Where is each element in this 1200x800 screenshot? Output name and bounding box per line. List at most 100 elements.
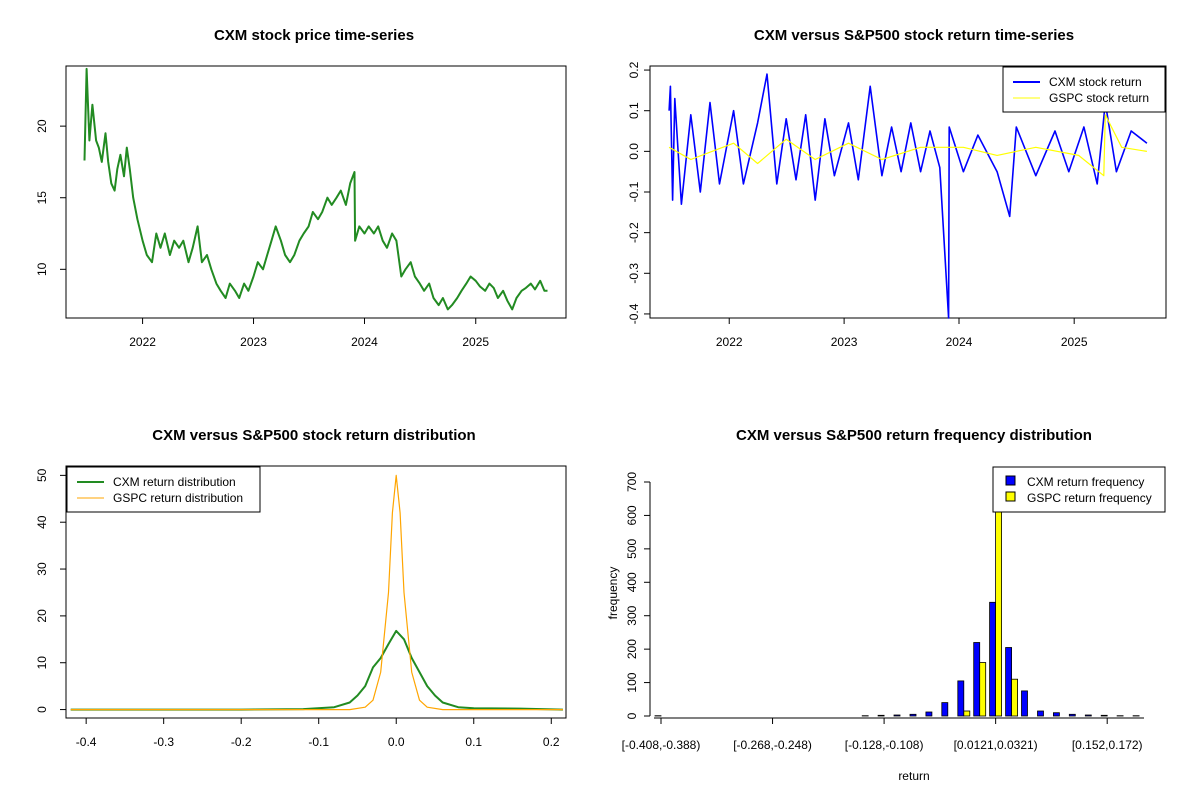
hist-y-axis: 0 100 200 300 400 500 600 700 [625, 472, 651, 719]
density-y-tick-label: 50 [35, 468, 49, 482]
legend-label-gspc-return: GSPC stock return [1049, 91, 1149, 105]
density-y-tick-label: 20 [35, 609, 49, 623]
returns-y-tick-label: -0.1 [627, 181, 641, 202]
hist-x-tick-label: [-0.268,-0.248) [733, 738, 812, 752]
density-x-tick-label: 0.0 [388, 735, 405, 749]
density-legend: CXM return distribution GSPC return dist… [66, 466, 261, 513]
gspc-density-line [70, 474, 563, 711]
density-x-tick-label: 0.2 [543, 735, 560, 749]
cxm-frequency-bar [941, 702, 949, 717]
price-x-tick-label: 2023 [240, 335, 267, 349]
density-plot-frame [65, 465, 567, 719]
hist-x-tick-label: [0.152,0.172) [1072, 738, 1143, 752]
density-chart-title: CXM versus S&P500 stock return distribut… [152, 427, 475, 444]
cxm-frequency-bar [1037, 710, 1044, 717]
legend-swatch-gspc-freq [1005, 491, 1016, 502]
hist-y-tick-label: 300 [625, 605, 639, 625]
density-panel: CXM versus S&P500 stock return distribut… [35, 427, 567, 749]
price-x-axis: 2022 2023 2024 2025 [129, 318, 489, 349]
returns-x-tick-label: 2025 [1061, 335, 1088, 349]
legend-label-cxm-dist: CXM return distribution [113, 475, 236, 489]
hist-panel: CXM versus S&P500 return frequency distr… [606, 427, 1166, 783]
returns-legend-box [1002, 66, 1166, 113]
hist-x-tick-label: [0.0121,0.0321) [954, 738, 1038, 752]
density-y-tick-label: 30 [35, 562, 49, 576]
returns-x-tick-label: 2023 [831, 335, 858, 349]
price-plot-area [83, 67, 548, 311]
returns-y-tick-label: 0.1 [627, 102, 641, 119]
returns-plot-area [668, 73, 1148, 319]
cxm-frequency-bar [1053, 712, 1060, 717]
cxm-frequency-bar [893, 714, 901, 717]
hist-plot-area [654, 474, 1140, 717]
legend-label-gspc-freq: GSPC return frequency [1027, 491, 1152, 505]
hist-x-label: return [898, 769, 929, 783]
density-x-tick-label: -0.1 [308, 735, 329, 749]
cxm-return-line [668, 73, 1148, 319]
density-y-tick-label: 0 [35, 706, 49, 713]
density-y-axis: 0 10 20 30 40 50 [35, 468, 66, 713]
density-x-axis: -0.4 -0.3 -0.2 -0.1 0.0 0.1 0.2 [76, 718, 560, 749]
price-plot-frame [65, 65, 567, 319]
hist-y-tick-label: 0 [625, 712, 639, 719]
gspc-frequency-bar [979, 662, 987, 717]
price-panel: CXM stock price time-series 2022 2023 2024… [35, 27, 567, 349]
cxm-frequency-bar [909, 713, 917, 717]
legend-label-cxm-freq: CXM return frequency [1027, 475, 1144, 489]
returns-chart-title: CXM versus S&P500 stock return time-seri… [754, 27, 1074, 44]
hist-x-tick-label: [-0.408,-0.388) [622, 738, 701, 752]
price-y-axis: 10 15 20 [35, 119, 66, 276]
returns-y-tick-label: -0.2 [627, 222, 641, 243]
price-y-tick-label: 10 [35, 262, 49, 276]
hist-legend: CXM return frequency GSPC return frequen… [992, 466, 1166, 513]
returns-y-tick-label: 0.2 [627, 61, 641, 78]
cxm-frequency-bar [1005, 647, 1012, 717]
density-y-tick-label: 10 [35, 656, 49, 670]
density-x-tick-label: 0.1 [465, 735, 482, 749]
density-x-tick-label: -0.3 [153, 735, 174, 749]
density-y-tick-label: 40 [35, 515, 49, 529]
returns-y-tick-label: -0.4 [627, 303, 641, 324]
legend-swatch-cxm-freq [1005, 475, 1016, 486]
price-chart-title: CXM stock price time-series [214, 27, 414, 44]
cxm-frequency-bar [957, 680, 965, 717]
legend-label-gspc-dist: GSPC return distribution [113, 491, 243, 505]
returns-x-axis: 2022 2023 2024 2025 [716, 318, 1088, 349]
price-y-tick-label: 20 [35, 119, 49, 133]
cxm-density-line [70, 629, 563, 711]
cxm-frequency-bar [1021, 690, 1028, 717]
returns-panel: CXM versus S&P500 stock return time-seri… [627, 27, 1167, 349]
price-y-tick-label: 15 [35, 191, 49, 205]
cxm-frequency-bar [1068, 713, 1076, 717]
hist-y-tick-label: 700 [625, 472, 639, 492]
gspc-frequency-bar [1011, 678, 1018, 717]
density-x-tick-label: -0.2 [231, 735, 252, 749]
gspc-return-line [668, 114, 1147, 177]
returns-y-tick-label: -0.3 [627, 263, 641, 284]
hist-legend-box [992, 466, 1166, 513]
legend-label-cxm-return: CXM stock return [1049, 75, 1142, 89]
hist-chart-title: CXM versus S&P500 return frequency distr… [736, 427, 1092, 444]
returns-y-tick-label: 0.0 [627, 143, 641, 160]
hist-y-tick-label: 100 [625, 672, 639, 692]
price-x-tick-label: 2025 [462, 335, 489, 349]
cxm-frequency-bar [973, 642, 981, 717]
cxm-frequency-bar [1084, 714, 1092, 717]
density-plot-area [70, 474, 563, 711]
price-x-tick-label: 2024 [351, 335, 378, 349]
hist-y-label: frequency [606, 567, 620, 620]
price-x-tick-label: 2022 [129, 335, 156, 349]
gspc-frequency-bar [963, 710, 971, 717]
returns-x-tick-label: 2022 [716, 335, 743, 349]
hist-y-tick-label: 500 [625, 539, 639, 559]
returns-legend: CXM stock return GSPC stock return [1002, 66, 1166, 113]
hist-y-tick-label: 600 [625, 505, 639, 525]
cxm-frequency-bar [1100, 714, 1108, 717]
hist-y-tick-label: 400 [625, 572, 639, 592]
cxm-frequency-bar [877, 714, 885, 717]
hist-x-axis: [-0.408,-0.388) [-0.268,-0.248) [-0.128,-0… [622, 717, 1144, 752]
hist-y-tick-label: 200 [625, 639, 639, 659]
density-legend-box [66, 466, 261, 513]
returns-x-tick-label: 2024 [946, 335, 973, 349]
